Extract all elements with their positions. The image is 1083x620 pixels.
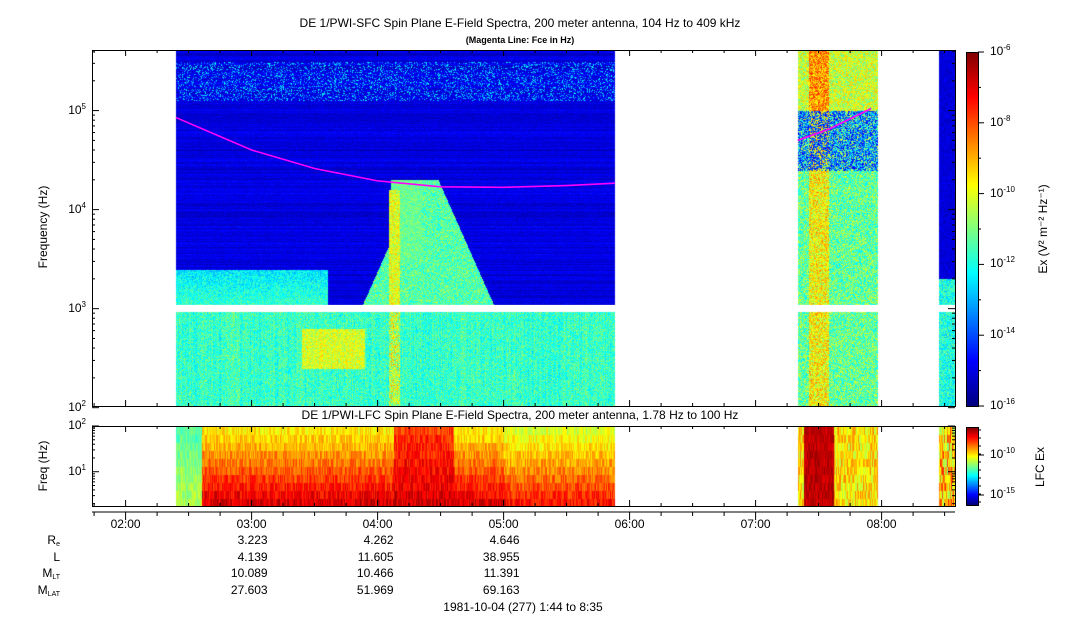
x-tick-label: 08:00 — [866, 517, 897, 531]
colorbar-tick-label: 10-8 — [990, 113, 1011, 129]
y-tick-label: 105 — [68, 101, 86, 117]
x-tick-label: 05:00 — [488, 517, 519, 531]
sfc-colorbar-frame — [966, 52, 979, 407]
lfc-spectrogram — [92, 426, 955, 506]
chart-title: DE 1/PWI-SFC Spin Plane E-Field Spectra,… — [299, 16, 741, 30]
sfc-spectrogram — [92, 50, 955, 406]
lfc-panel-title: DE 1/PWI-LFC Spin Plane E-Field Spectra,… — [301, 408, 739, 422]
fce-line — [797, 107, 872, 142]
ephemeris-value: 11.605 — [357, 549, 394, 564]
colorbar-tick-label: 10-14 — [990, 326, 1015, 342]
ephemeris-value: 38.955 — [482, 549, 520, 564]
x-tick-label: 07:00 — [740, 517, 771, 531]
ephemeris-row-label: L — [53, 549, 60, 564]
ephemeris-value: 10.089 — [230, 566, 268, 580]
ephemeris-value: 3.223 — [237, 533, 268, 547]
ephemeris-value: 10.466 — [356, 566, 394, 580]
fce-line — [175, 116, 615, 189]
colorbar-tick-label: 10-12 — [990, 255, 1015, 271]
lfc-colorbar-frame — [966, 427, 979, 506]
sfc-frequency-gap — [93, 305, 955, 311]
ephemeris-value: 4.262 — [363, 533, 394, 547]
x-tick-label: 06:00 — [614, 517, 645, 531]
y-tick-label: 102 — [68, 398, 86, 414]
ephemeris-value: 4.139 — [237, 549, 268, 564]
colorbar-tick-label: 10-16 — [990, 397, 1015, 412]
x-tick-label: 04:00 — [362, 517, 393, 531]
colorbar-tick-label: 10-6 — [990, 43, 1011, 58]
y-tick-label: 102 — [68, 417, 86, 432]
lfc-colorbar-tick-label: 10-15 — [990, 486, 1015, 501]
ephemeris-row-label: MLT — [42, 566, 60, 581]
x-tick-label: 02:00 — [110, 517, 141, 531]
y-tick-label: 103 — [68, 299, 86, 315]
sfc-colorbar — [966, 52, 978, 406]
ephemeris-value: 11.391 — [483, 566, 520, 580]
ephemeris-row-label: MLAT — [37, 582, 60, 598]
sfc-plot-frame — [92, 50, 956, 407]
colorbar-tick-label: 10-10 — [990, 184, 1015, 200]
ephemeris-row-label: Re — [47, 533, 60, 548]
ephemeris-value: 51.969 — [356, 582, 394, 597]
chart-subtitle: (Magenta Line: Fce in Hz) — [465, 35, 575, 45]
lfc-colorbar-label: LFC Ex — [1033, 447, 1047, 488]
ephemeris-value: 4.646 — [489, 533, 520, 547]
lfc-colorbar-tick-label: 10-10 — [990, 446, 1015, 461]
sfc-y-axis-label: Frequency (Hz) — [36, 185, 50, 269]
date-range: 1981-10-04 (277) 1:44 to 8:35 — [443, 600, 603, 614]
x-tick-label: 03:00 — [236, 517, 267, 531]
ephemeris-value: 69.163 — [482, 582, 520, 597]
y-tick-label: 101 — [68, 462, 86, 478]
y-tick-label: 104 — [68, 200, 86, 216]
lfc-colorbar — [966, 427, 978, 505]
sfc-colorbar-label: Ex (V² m⁻² Hz⁻¹) — [1036, 184, 1050, 274]
lfc-plot-frame — [92, 426, 956, 507]
ephemeris-value: 27.603 — [230, 582, 268, 597]
